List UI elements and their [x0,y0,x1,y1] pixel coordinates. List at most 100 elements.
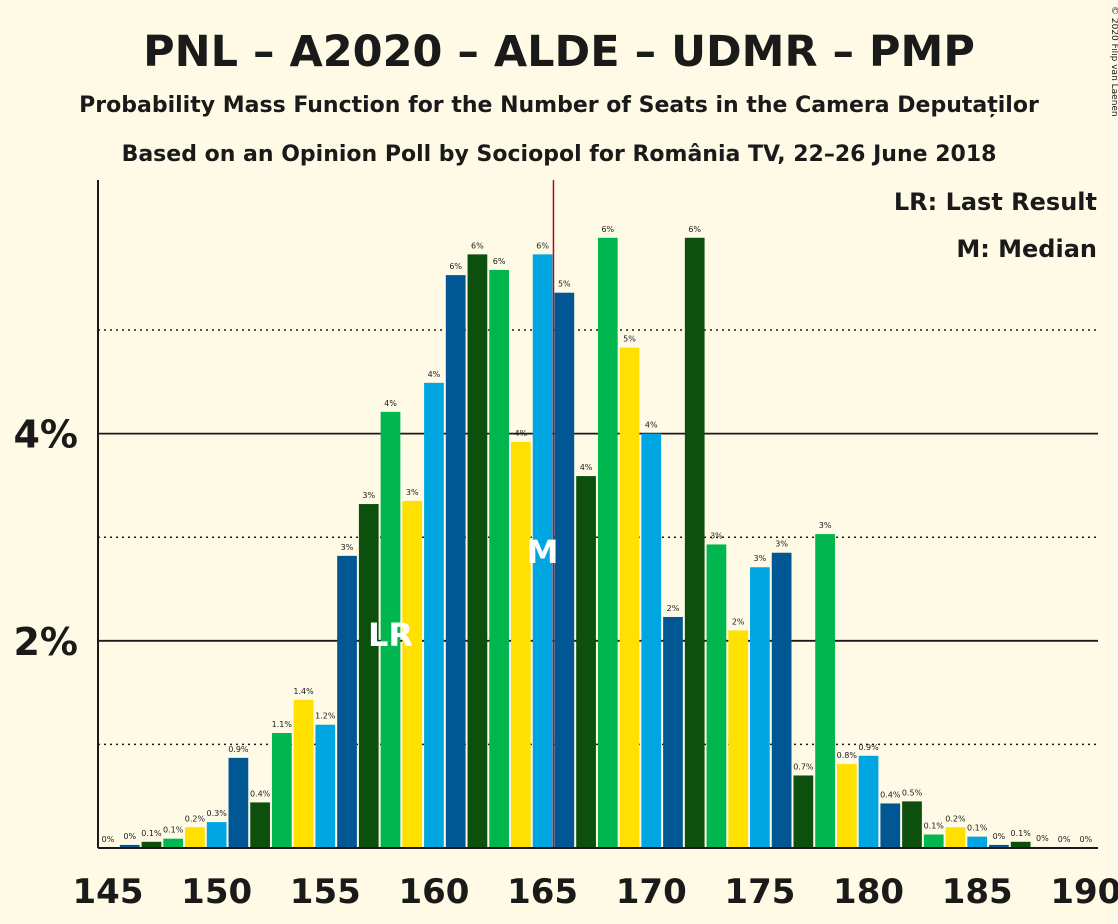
bar [750,567,770,848]
bar-label: 4% [384,399,397,408]
bar-label: 3% [406,488,419,497]
bar [271,733,292,848]
x-tick-label: 185 [942,872,1013,912]
bar-label: 0.4% [250,789,271,798]
chart-subtitle: Probability Mass Function for the Number… [79,93,1039,118]
bar-label: 0.1% [924,822,945,831]
bar-label: 0% [1079,835,1092,844]
bar [793,775,814,848]
bar-label: 3% [341,543,354,552]
bar [858,755,879,848]
x-tick-label: 165 [507,872,578,912]
bar-label: 0.1% [163,826,184,835]
bar-label: 0.7% [793,762,814,771]
bar [1010,841,1031,848]
bars [119,237,1053,849]
bar [163,838,184,848]
bar [836,764,857,848]
x-tick-label: 145 [73,872,144,912]
bar [945,827,966,848]
y-tick-label: 2% [13,620,78,664]
legend-median: M: Median [956,235,1097,263]
bar-label: 2% [732,617,745,626]
bar [728,630,749,848]
bar [815,534,835,848]
bar [141,841,162,848]
bar-label: 5% [623,335,636,344]
bar-label: 6% [688,225,701,234]
bar-label: 0.1% [141,829,162,838]
bar [554,292,575,849]
last-result-marker: LR [368,616,413,654]
bar-label: 0.8% [837,751,858,760]
bar [424,382,444,848]
axes: 2% 4% LR M 145 150 155 160 165 170 175 180 185 190 [13,180,1118,912]
bar-label: 6% [471,241,484,250]
bar-label: 1.4% [293,687,314,696]
x-tick-label: 160 [398,872,469,912]
bar [641,433,662,848]
bar-label: 0% [993,832,1006,841]
bar-label: 4% [428,370,441,379]
bar-label: 4% [580,463,593,472]
bar-label: 6% [449,262,462,271]
x-tick-label: 150 [181,872,252,912]
bar [315,724,336,848]
bar-label: 3% [754,554,767,563]
bar-label: 2% [667,604,680,613]
bar-label: 1.1% [272,720,293,729]
y-tick-label: 4% [13,413,78,457]
bar-label: 0% [1058,835,1071,844]
copyright-note: © 2020 Filip van Laenen [1109,6,1118,117]
bar-label: 0.9% [858,743,879,752]
bar [206,822,227,848]
bar-label: 6% [601,225,614,234]
bar-label: 1.2% [315,712,336,721]
bar-label: 0.4% [880,790,901,799]
bar [923,834,944,848]
bar-label: 6% [493,257,506,266]
bar-label: 6% [536,241,549,250]
bar [989,844,1009,848]
bar-label: 3% [819,521,832,530]
bar-label: 0% [102,835,115,844]
bar-label: 3% [710,531,723,540]
bar [706,544,727,848]
x-tick-label: 170 [616,872,687,912]
bar [597,237,618,848]
bar [771,552,792,848]
bar-label: 0.2% [945,814,966,823]
bar [684,237,705,848]
bar-label: 3% [775,540,788,549]
bar-label: 0.5% [902,788,923,797]
bar-label: 0.3% [206,809,227,818]
bar [358,504,379,848]
bar [467,254,488,848]
bar [337,555,357,848]
x-tick-label: 155 [290,872,361,912]
bar-value-labels: 0% 0% 0.1% 0.1%0.2%0.3%0.9%0.4%1.1%1.4%1.2%… [102,225,1093,844]
bar [445,275,466,848]
bar [380,411,401,848]
median-marker: M [527,533,559,571]
bar [880,803,901,848]
bar [250,802,270,848]
bar [402,500,423,848]
bar [489,269,510,848]
bar [228,757,249,848]
x-tick-label: 190 [1050,872,1118,912]
bar [576,476,596,848]
bar [185,827,205,848]
bar [967,836,988,848]
bar-label: 0.2% [185,814,206,823]
bar [902,801,922,848]
bar-label: 4% [515,429,528,438]
bar-label: 0.1% [967,824,988,833]
x-tick-label: 175 [724,872,795,912]
bar-label: 0% [1036,834,1049,843]
bar-label: 0% [123,832,136,841]
bar [532,254,553,848]
chart-title: PNL – A2020 – ALDE – UDMR – PMP [143,27,975,77]
legend-last-result: LR: Last Result [894,188,1097,216]
